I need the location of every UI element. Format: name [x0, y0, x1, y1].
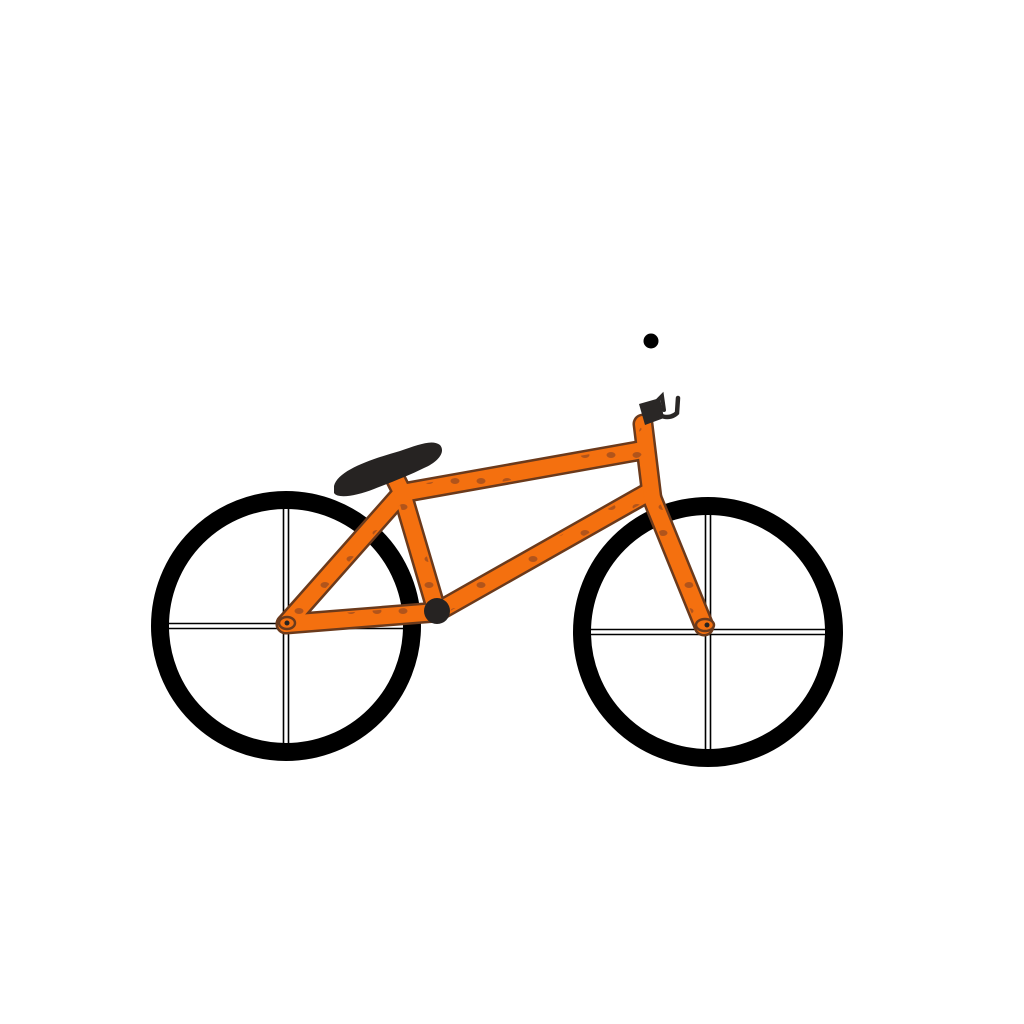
front-axle — [704, 622, 710, 628]
rear-tire — [151, 491, 421, 761]
bike-frame — [275, 413, 716, 637]
front-tire — [573, 497, 843, 767]
stray-dot — [643, 333, 659, 349]
saddle — [334, 442, 443, 497]
rear-axle — [284, 620, 290, 626]
handlebar — [639, 391, 681, 425]
crank-hub — [424, 598, 450, 624]
